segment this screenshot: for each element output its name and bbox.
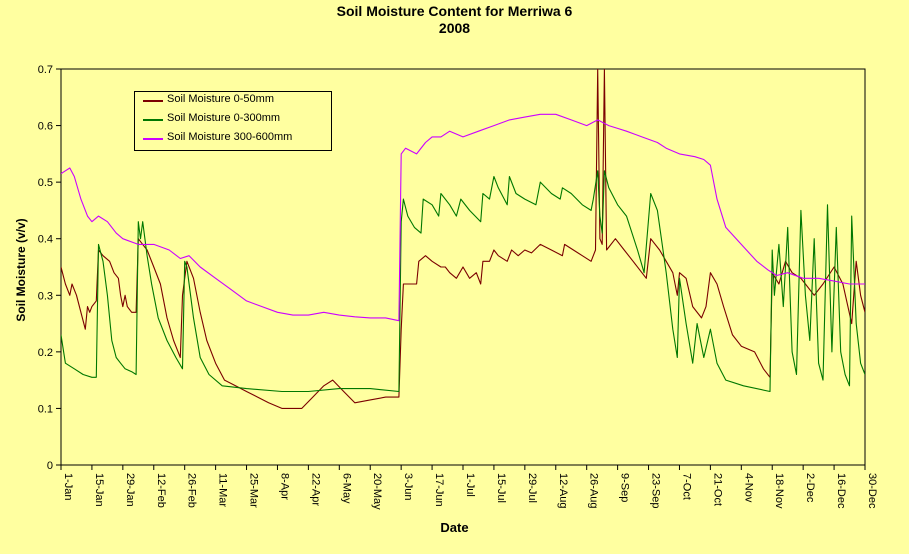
- x-tick-label-16: 12-Aug: [557, 473, 569, 508]
- y-tick-label-7: 0.7: [38, 64, 53, 76]
- x-tick-label-10: 20-May: [371, 473, 383, 510]
- series-line-1: [61, 170, 865, 393]
- x-tick-label-8: 22-Apr: [309, 473, 321, 506]
- x-axis-label: Date: [440, 520, 469, 535]
- legend-swatch-300-600mm: [143, 138, 163, 140]
- x-tick-label-6: 25-Mar: [248, 473, 260, 508]
- series-line-0: [61, 69, 865, 409]
- legend-swatch-0-300mm: [143, 119, 163, 121]
- y-tick-label-2: 0.2: [38, 347, 53, 359]
- legend-label-0-300mm: Soil Moisture 0-300mm: [167, 112, 281, 124]
- x-tick-label-20: 7-Oct: [680, 473, 692, 500]
- legend: Soil Moisture 0-50mm Soil Moisture 0-300…: [134, 91, 332, 151]
- x-tick-label-23: 18-Nov: [773, 473, 785, 509]
- x-tick-label-5: 11-Mar: [217, 473, 229, 507]
- x-tick-label-1: 15-Jan: [93, 473, 105, 507]
- legend-label-300-600mm: Soil Moisture 300-600mm: [167, 131, 293, 143]
- series-line-2: [61, 113, 865, 322]
- x-tick-label-24: 2-Dec: [804, 473, 816, 503]
- x-tick-label-13: 1-Jul: [464, 473, 476, 497]
- x-tick-label-0: 1-Jan: [62, 473, 74, 501]
- x-tick-label-15: 29-Jul: [526, 473, 538, 503]
- x-tick-label-3: 12-Feb: [155, 473, 167, 508]
- x-tick-label-11: 3-Jun: [402, 473, 414, 501]
- y-axis-label: Soil Moisture (v/v): [14, 218, 28, 322]
- y-tick-label-1: 0.1: [38, 403, 53, 415]
- y-tick-label-3: 0.3: [38, 290, 53, 302]
- y-tick-label-4: 0.4: [38, 234, 53, 246]
- x-tick-label-14: 15-Jul: [495, 473, 507, 503]
- y-tick-label-0: 0: [47, 460, 53, 472]
- legend-label-0-50mm: Soil Moisture 0-50mm: [167, 93, 274, 105]
- x-tick-label-19: 23-Sep: [650, 473, 662, 508]
- x-tick-label-4: 26-Feb: [186, 473, 198, 508]
- x-tick-label-22: 4-Nov: [742, 473, 754, 503]
- x-tick-label-25: 16-Dec: [835, 473, 847, 509]
- x-tick-label-26: 30-Dec: [866, 473, 878, 509]
- legend-swatch-0-50mm: [143, 100, 163, 102]
- y-tick-label-5: 0.5: [38, 177, 53, 189]
- chart-title: Soil Moisture Content for Merriwa 6: [336, 3, 573, 19]
- x-tick-label-9: 6-May: [340, 473, 352, 504]
- chart-subtitle: 2008: [438, 20, 471, 36]
- x-tick-label-12: 17-Jun: [433, 473, 445, 507]
- x-tick-label-7: 8-Apr: [278, 473, 290, 500]
- x-tick-label-18: 9-Sep: [619, 473, 631, 502]
- x-tick-label-21: 21-Oct: [711, 473, 723, 506]
- y-tick-label-6: 0.6: [38, 121, 53, 133]
- x-tick-label-2: 29-Jan: [124, 473, 136, 507]
- x-tick-label-17: 26-Aug: [588, 473, 600, 508]
